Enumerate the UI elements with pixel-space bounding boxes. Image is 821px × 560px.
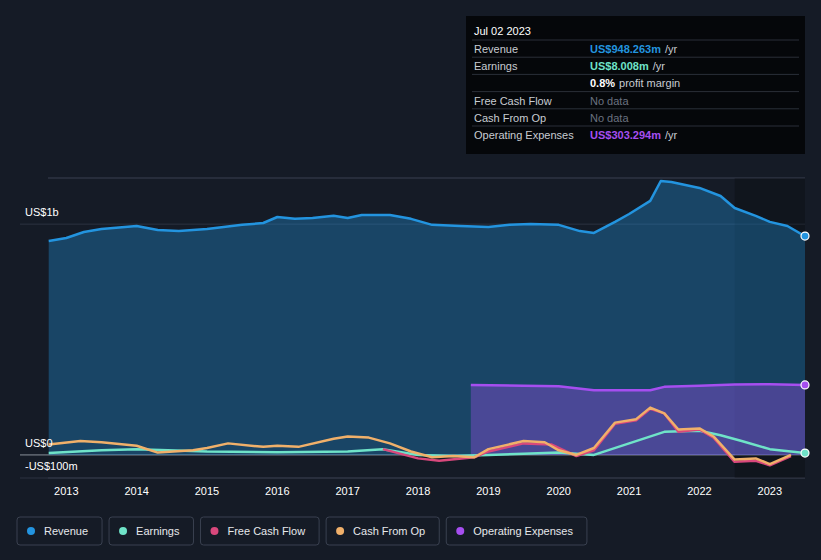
legend-item: Free Cash Flow	[200, 517, 319, 545]
tooltip-sep	[472, 40, 799, 41]
legend-box	[326, 517, 439, 545]
legend-label: Earnings	[136, 525, 180, 537]
tooltip-value: US$8.008m	[590, 60, 649, 72]
tooltip-sep	[472, 126, 799, 127]
y-tick-label: -US$100m	[25, 460, 78, 472]
tooltip-value: US$948.263m	[590, 43, 661, 55]
x-tick-label: 2014	[124, 485, 148, 497]
x-tick-label: 2016	[265, 485, 289, 497]
legend-item: Earnings	[109, 517, 193, 545]
chart: -US$100m US$0 US$1b 2013 2014 2015 2016 2017 201…	[0, 0, 821, 560]
legend-box	[200, 517, 319, 545]
tooltip-value: No data	[590, 95, 629, 107]
legend-item: Operating Expenses	[446, 517, 587, 545]
y-tick-label: US$0	[25, 437, 53, 449]
x-tick-label: 2023	[758, 485, 782, 497]
plot-area	[49, 178, 805, 478]
tooltip-label: Operating Expenses	[474, 129, 574, 141]
tooltip-box	[466, 16, 805, 154]
x-tick-label: 2015	[195, 485, 219, 497]
tooltip-label: Cash From Op	[474, 112, 546, 124]
y-tick-label: US$1b	[25, 206, 59, 218]
tooltip-label: Revenue	[474, 43, 518, 55]
end-dot	[801, 449, 809, 457]
tooltip-sep	[472, 57, 799, 58]
legend-dot	[27, 527, 35, 535]
legend-item: Revenue	[17, 517, 102, 545]
legend-item: Cash From Op	[326, 517, 439, 545]
tooltip-value: 0.8%	[590, 77, 615, 89]
background	[0, 0, 821, 560]
area-fill	[49, 181, 805, 455]
series-line	[49, 181, 805, 241]
grid-line	[20, 478, 805, 479]
x-tick-label: 2017	[335, 485, 359, 497]
tooltip-sep	[472, 108, 799, 109]
legend-box	[446, 517, 587, 545]
tooltip: Jul 02 2023 Revenue US$948.263m/yr Earnings…	[466, 16, 805, 154]
x-tick-label: 2018	[406, 485, 430, 497]
legend-dot	[210, 527, 218, 535]
tooltip-suffix: /yr	[653, 60, 666, 72]
end-dot	[801, 381, 809, 389]
legend-box	[17, 517, 102, 545]
tooltip-value: US$303.294m	[590, 129, 661, 141]
legend-label: Revenue	[44, 525, 88, 537]
series-line	[471, 384, 805, 390]
tooltip-label: Free Cash Flow	[474, 95, 552, 107]
legend-box	[109, 517, 193, 545]
x-tick-label: 2020	[547, 485, 571, 497]
x-tick-label: 2021	[617, 485, 641, 497]
tooltip-value: No data	[590, 112, 629, 124]
frame-top	[48, 178, 805, 179]
tooltip-suffix: /yr	[665, 43, 678, 55]
tooltip-sep	[472, 74, 799, 75]
tooltip-label: Earnings	[474, 60, 518, 72]
legend-dot	[119, 527, 127, 535]
tooltip-suffix: /yr	[665, 129, 678, 141]
tooltip-sep	[472, 91, 799, 92]
tooltip-suffix: profit margin	[619, 77, 680, 89]
legend-label: Free Cash Flow	[227, 525, 305, 537]
legend-label: Cash From Op	[353, 525, 425, 537]
x-tick-label: 2019	[476, 485, 500, 497]
x-tick-label: 2013	[54, 485, 78, 497]
legend-label: Operating Expenses	[473, 525, 573, 537]
tooltip-date: Jul 02 2023	[474, 25, 531, 37]
end-dot	[801, 232, 809, 240]
series-line	[49, 408, 791, 465]
legend-dot	[336, 527, 344, 535]
legend-dot	[456, 527, 464, 535]
x-tick-label: 2022	[687, 485, 711, 497]
